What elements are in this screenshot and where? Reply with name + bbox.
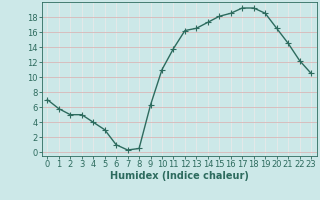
X-axis label: Humidex (Indice chaleur): Humidex (Indice chaleur) bbox=[110, 171, 249, 181]
